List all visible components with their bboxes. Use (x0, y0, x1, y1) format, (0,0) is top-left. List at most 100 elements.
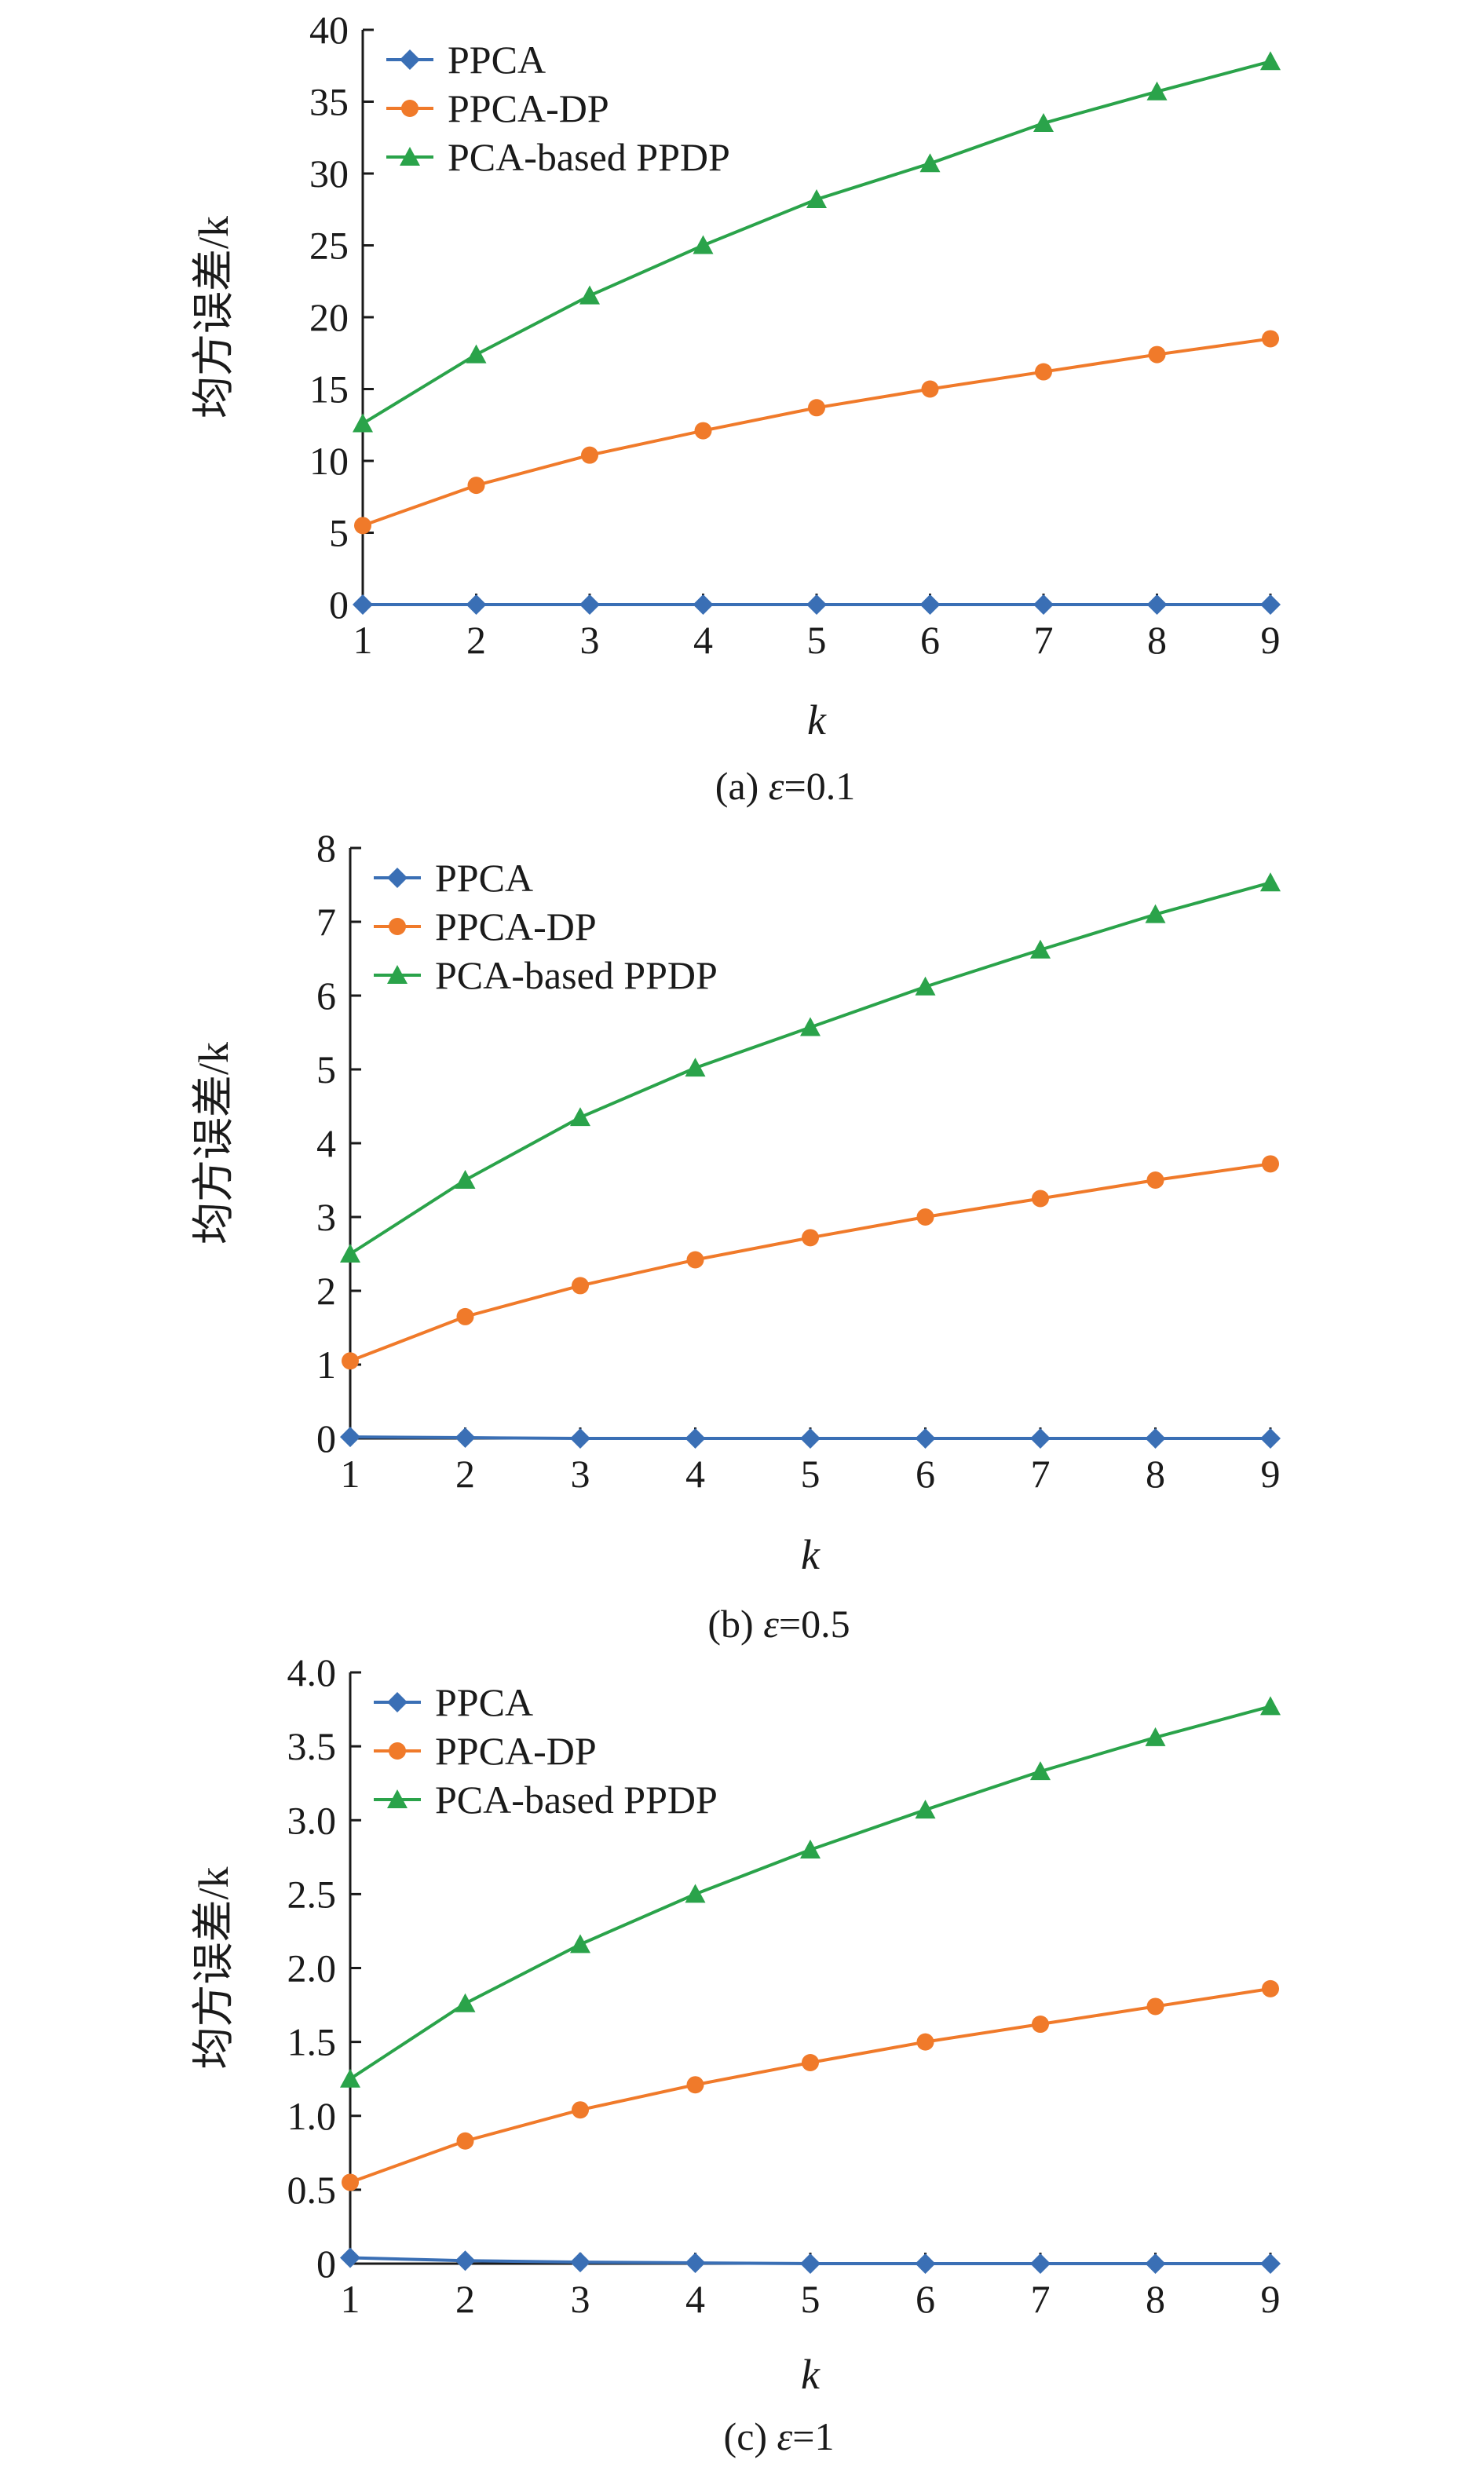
data-point (1032, 2016, 1049, 2034)
data-point (919, 594, 941, 615)
series-pca-based-ppdp (340, 1696, 1281, 2088)
panel-caption: (a) ε=0.1 (715, 764, 855, 808)
legend-marker (387, 868, 408, 888)
data-point (353, 594, 373, 615)
data-point (800, 1017, 821, 1036)
data-point (1146, 1997, 1164, 2016)
data-point (353, 413, 373, 433)
data-point (1262, 1155, 1279, 1173)
x-axis-label: k (807, 696, 827, 744)
data-point (581, 446, 598, 464)
series-ppca-dp (342, 1155, 1279, 1370)
x-tick-label: 1 (341, 1452, 360, 1496)
data-point (685, 1884, 706, 1903)
chart-panel-3: 0 0.5 1.0 1.5 2.0 2.5 3.0 3.5 4.0 1 2 3 4 5 6 7 8 9 k 均方误差/… (190, 1650, 1281, 2458)
data-point (456, 2132, 474, 2150)
legend-marker (389, 1742, 406, 1760)
y-tick-label: 0 (316, 1416, 336, 1460)
series-pca-based-ppdp (340, 872, 1281, 1263)
data-point (1260, 594, 1281, 615)
series-ppca (353, 594, 1281, 615)
data-point (806, 594, 827, 615)
data-point (1033, 594, 1054, 615)
data-point (1032, 1190, 1049, 1208)
data-point (693, 235, 714, 254)
data-point (455, 1993, 476, 2012)
data-point (1262, 330, 1279, 348)
x-tick-label: 4 (685, 2277, 705, 2321)
series-ppca-dp (354, 330, 1279, 535)
y-tick-label: 2 (316, 1269, 336, 1313)
x-tick-label: 2 (455, 2277, 475, 2321)
y-axis-label: 均方误差/k (190, 216, 237, 418)
x-tick-label: 8 (1147, 618, 1167, 662)
data-point (1030, 1428, 1051, 1449)
data-point (455, 1170, 476, 1190)
x-tick-label: 6 (916, 2277, 935, 2321)
x-tick-label: 8 (1146, 1452, 1165, 1496)
data-point (1030, 1761, 1051, 1781)
y-tick-label: 7 (316, 900, 336, 944)
data-point (1260, 2253, 1281, 2274)
y-tick-label: 0 (316, 2242, 336, 2286)
data-point (802, 1229, 819, 1247)
x-tick-label: 2 (455, 1452, 475, 1496)
data-point (800, 2253, 821, 2274)
data-point (1260, 1428, 1281, 1449)
y-tick-label: 40 (309, 8, 349, 52)
y-tick-label: 3.5 (287, 1724, 337, 1768)
y-tick-label: 2.0 (287, 1946, 337, 1990)
data-point (1148, 345, 1166, 364)
legend-entry: PPCA-DP (435, 1729, 597, 1773)
data-point (1146, 81, 1168, 101)
x-tick-label: 3 (571, 2277, 590, 2321)
x-tick-label: 6 (916, 1452, 935, 1496)
y-tick-label: 0 (329, 583, 349, 627)
y-tick-label: 10 (309, 439, 349, 483)
x-tick-label: 6 (920, 618, 940, 662)
series-ppca (340, 2247, 1281, 2274)
series-line (349, 1162, 1271, 1363)
legend-marker (387, 1692, 408, 1712)
y-tick-label: 35 (309, 80, 349, 124)
data-point (686, 2076, 704, 2094)
x-tick-label: 7 (1031, 2277, 1051, 2321)
data-point (1145, 2253, 1166, 2274)
data-point (455, 1427, 476, 1449)
legend-entry: PPCA-DP (435, 905, 597, 948)
panel-caption: (c) ε=1 (724, 2414, 835, 2458)
data-point (800, 1428, 821, 1449)
data-point (1033, 112, 1054, 132)
data-point (921, 380, 939, 398)
data-point (685, 1058, 706, 1077)
y-tick-label: 5 (316, 1047, 336, 1091)
legend-marker (387, 1789, 408, 1809)
panel-caption: (b) ε=0.5 (707, 1602, 850, 1646)
data-point (1030, 939, 1051, 959)
legend-marker (401, 100, 419, 117)
data-point (572, 1277, 589, 1295)
data-point (1145, 1428, 1166, 1449)
x-axis-label: k (801, 1531, 821, 1578)
legend-marker (400, 49, 420, 70)
x-tick-label: 3 (571, 1452, 590, 1496)
y-tick-label: 1.5 (287, 2020, 337, 2064)
chart-panel-1: 0 5 10 15 20 25 30 35 40 1 2 3 4 5 6 7 8 9 k 均方误差/k PPCAPPCA… (190, 8, 1281, 808)
data-point (466, 594, 487, 615)
data-point (686, 1251, 704, 1269)
x-tick-label: 4 (685, 1452, 705, 1496)
legend-marker (389, 918, 406, 935)
series-line (362, 337, 1271, 528)
data-point (1260, 1696, 1281, 1716)
x-tick-label: 5 (801, 1452, 821, 1496)
data-point (456, 1307, 474, 1325)
series-pca-based-ppdp (353, 51, 1281, 433)
data-point (340, 1427, 360, 1448)
data-point (570, 2252, 590, 2273)
y-tick-label: 15 (309, 367, 349, 411)
y-tick-label: 20 (309, 295, 349, 339)
